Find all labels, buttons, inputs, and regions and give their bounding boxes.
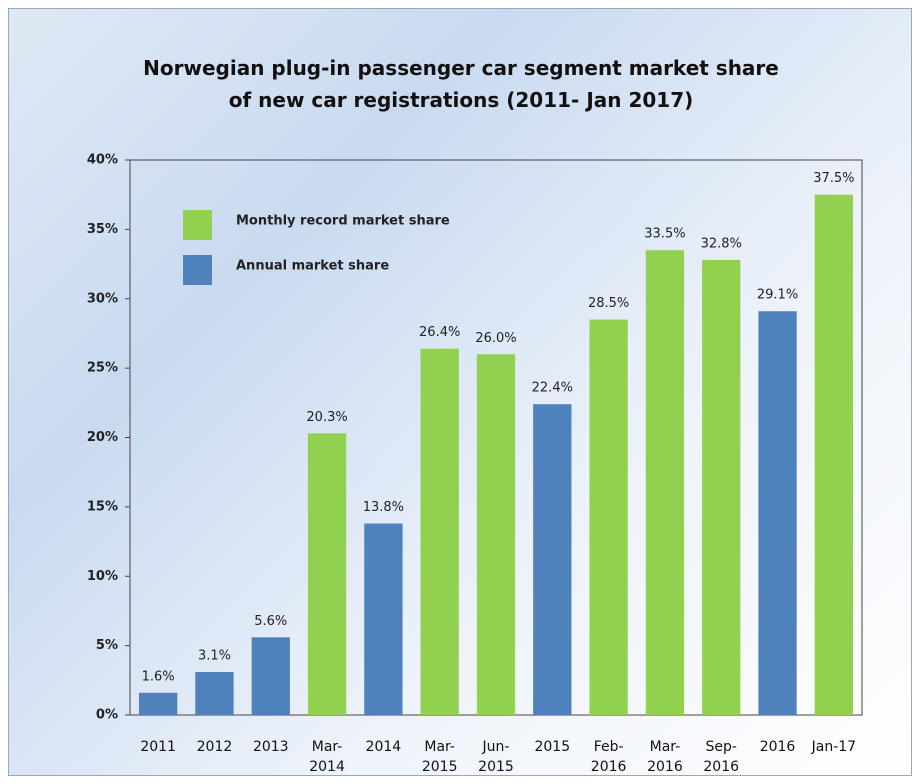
bar <box>589 319 628 715</box>
x-tick-label: 2013 <box>252 739 289 755</box>
data-label: 13.8% <box>363 500 404 515</box>
bar <box>533 404 572 715</box>
x-tick-label: 2012 <box>196 739 233 755</box>
data-label: 32.8% <box>701 236 742 251</box>
bar <box>251 637 290 715</box>
y-tick-label: 30% <box>87 291 118 306</box>
bar <box>364 523 403 715</box>
bar <box>645 250 685 715</box>
data-label: 3.1% <box>198 648 231 663</box>
x-tick-label: 2015 <box>534 739 571 755</box>
bar <box>420 348 459 715</box>
bar <box>307 433 347 715</box>
y-tick-label: 20% <box>87 430 118 445</box>
data-label: 20.3% <box>306 410 347 425</box>
x-tick-label: Mar- 2015 <box>421 739 458 775</box>
legend-swatch <box>183 255 212 285</box>
x-tick-label: Mar- 2016 <box>647 739 683 775</box>
x-tick-label: Mar- 2014 <box>309 739 345 775</box>
x-tick-label: Feb- 2016 <box>590 739 627 775</box>
y-tick-label: 35% <box>87 222 118 237</box>
legend-label: Monthly record market share <box>236 214 450 229</box>
x-tick-label: Jan-17 <box>811 739 857 755</box>
data-label: 5.6% <box>254 614 287 629</box>
bar <box>195 671 234 715</box>
legend-swatch <box>183 210 212 240</box>
data-label: 26.0% <box>475 331 516 346</box>
bar <box>139 692 178 715</box>
data-label: 33.5% <box>644 227 685 242</box>
bar <box>814 194 853 715</box>
y-tick-label: 10% <box>87 569 118 584</box>
chart-title: Norwegian plug-in passenger car segment … <box>143 56 779 112</box>
x-tick-label: 2011 <box>140 739 176 755</box>
data-label: 26.4% <box>419 325 460 340</box>
bar <box>476 354 516 715</box>
x-tick-label: Jun- 2015 <box>478 739 514 775</box>
x-tick-label: 2014 <box>365 739 402 755</box>
y-tick-label: 15% <box>87 499 118 514</box>
data-label: 28.5% <box>588 296 629 311</box>
y-tick-label: 0% <box>96 708 118 723</box>
y-tick-label: 40% <box>87 153 118 168</box>
data-label: 22.4% <box>532 381 573 396</box>
legend-label: Annual market share <box>236 259 389 274</box>
y-tick-label: 5% <box>96 638 118 653</box>
data-label: 29.1% <box>757 288 798 303</box>
x-tick-label: Sep- 2016 <box>703 739 740 775</box>
bar <box>758 311 797 715</box>
bar <box>702 259 741 715</box>
x-tick-label: 2016 <box>759 739 796 755</box>
data-label: 1.6% <box>142 669 175 684</box>
data-label: 37.5% <box>813 171 854 186</box>
y-tick-label: 25% <box>87 361 118 376</box>
